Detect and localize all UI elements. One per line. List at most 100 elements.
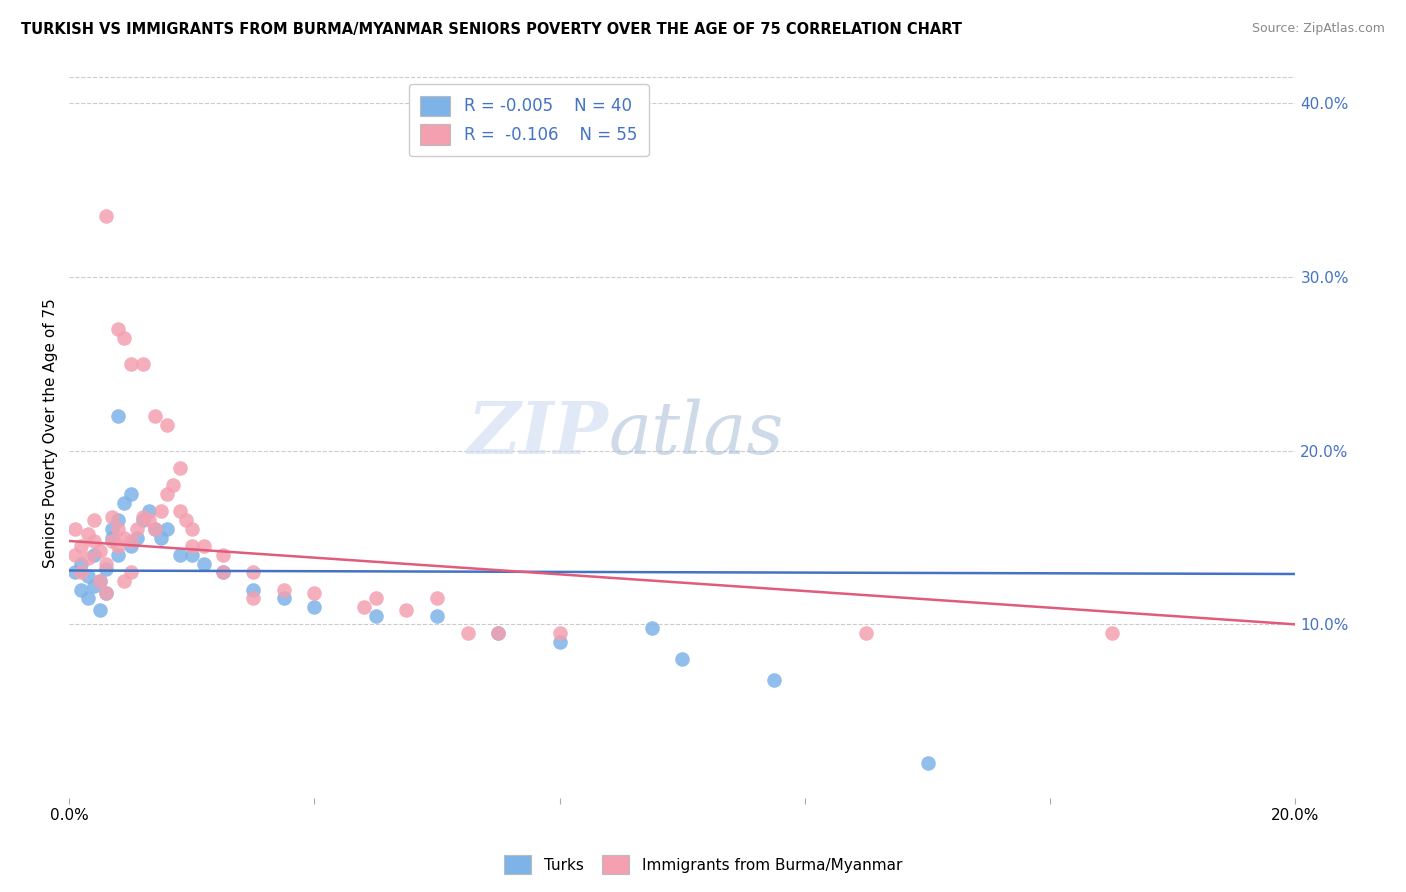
Point [83, 533, 105, 548]
Point [120, 357, 142, 371]
Point [89, 603, 111, 617]
Point [112, 331, 135, 345]
Point [120, 566, 142, 580]
Point [364, 608, 387, 623]
Point [125, 531, 148, 545]
Point [211, 566, 233, 580]
Point [150, 504, 173, 518]
Point [107, 522, 129, 536]
Point [94, 557, 117, 571]
Point [76, 591, 98, 606]
Point [76, 527, 98, 541]
Point [304, 599, 326, 614]
Point [65, 566, 87, 580]
Point [548, 634, 571, 648]
Point [174, 513, 197, 527]
Point [89, 574, 111, 588]
Point [94, 209, 117, 223]
Point [83, 579, 105, 593]
Point [273, 591, 295, 606]
Point [641, 621, 664, 635]
Y-axis label: Seniors Poverty Over the Age of 75: Seniors Poverty Over the Age of 75 [44, 299, 58, 568]
Point [65, 548, 87, 562]
Point [138, 504, 160, 518]
Point [917, 756, 939, 771]
Point [304, 586, 326, 600]
Point [76, 568, 98, 582]
Text: atlas: atlas [609, 398, 785, 468]
Legend: Turks, Immigrants from Burma/Myanmar: Turks, Immigrants from Burma/Myanmar [498, 849, 908, 880]
Point [70, 566, 93, 580]
Point [143, 522, 166, 536]
Point [193, 539, 215, 553]
Point [211, 548, 233, 562]
Point [76, 551, 98, 566]
Point [242, 566, 264, 580]
Point [94, 586, 117, 600]
Point [763, 673, 786, 687]
Point [150, 531, 173, 545]
Point [101, 509, 124, 524]
Point [855, 626, 877, 640]
Point [169, 548, 191, 562]
Point [156, 522, 179, 536]
Point [364, 591, 387, 606]
Point [132, 509, 155, 524]
Point [120, 533, 142, 548]
Point [125, 522, 148, 536]
Point [273, 582, 295, 597]
Point [426, 591, 449, 606]
Point [101, 531, 124, 545]
Point [89, 574, 111, 588]
Point [107, 322, 129, 336]
Point [162, 478, 184, 492]
Point [671, 652, 693, 666]
Point [70, 557, 93, 571]
Text: TURKISH VS IMMIGRANTS FROM BURMA/MYANMAR SENIORS POVERTY OVER THE AGE OF 75 CORR: TURKISH VS IMMIGRANTS FROM BURMA/MYANMAR… [21, 22, 962, 37]
Text: Source: ZipAtlas.com: Source: ZipAtlas.com [1251, 22, 1385, 36]
Point [112, 496, 135, 510]
Point [180, 548, 202, 562]
Point [395, 603, 418, 617]
Point [211, 566, 233, 580]
Point [112, 574, 135, 588]
Point [156, 487, 179, 501]
Point [156, 417, 179, 432]
Point [107, 548, 129, 562]
Point [101, 522, 124, 536]
Legend: R = -0.005    N = 40, R =  -0.106    N = 55: R = -0.005 N = 40, R = -0.106 N = 55 [409, 84, 648, 156]
Point [70, 582, 93, 597]
Point [70, 539, 93, 553]
Point [426, 608, 449, 623]
Point [486, 626, 509, 640]
Point [548, 626, 571, 640]
Point [242, 591, 264, 606]
Point [94, 586, 117, 600]
Point [180, 522, 202, 536]
Point [120, 539, 142, 553]
Point [242, 582, 264, 597]
Point [132, 357, 155, 371]
Point [107, 513, 129, 527]
Point [1101, 626, 1123, 640]
Point [107, 539, 129, 553]
Point [486, 626, 509, 640]
Point [65, 522, 87, 536]
Point [143, 409, 166, 423]
Point [83, 548, 105, 562]
Point [169, 461, 191, 475]
Point [169, 504, 191, 518]
Point [138, 513, 160, 527]
Point [89, 544, 111, 558]
Point [83, 513, 105, 527]
Point [112, 531, 135, 545]
Point [457, 626, 479, 640]
Point [101, 533, 124, 548]
Point [120, 487, 142, 501]
Point [94, 562, 117, 576]
Point [180, 539, 202, 553]
Point [353, 599, 375, 614]
Point [132, 513, 155, 527]
Text: ZIP: ZIP [468, 398, 609, 469]
Point [193, 557, 215, 571]
